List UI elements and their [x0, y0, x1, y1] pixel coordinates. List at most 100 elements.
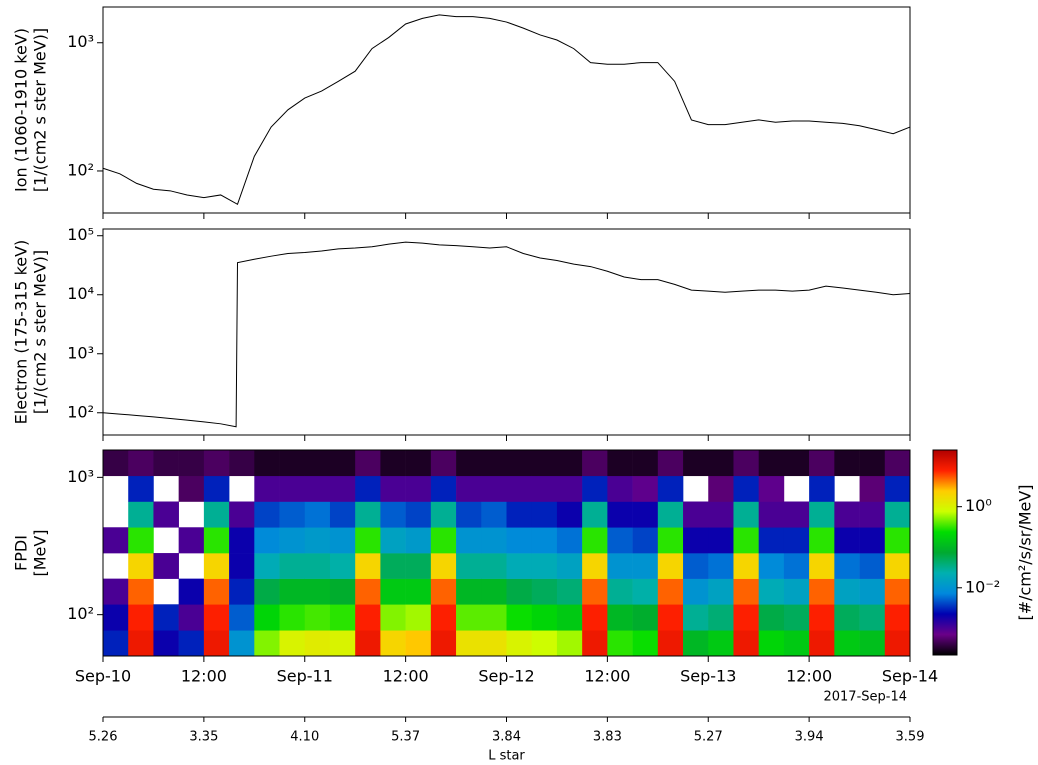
heatmap-cell	[506, 630, 533, 657]
heatmap-cell	[430, 630, 457, 657]
heatmap-cell	[279, 527, 306, 554]
y-axis-label: Ion (1060-1910 keV)	[12, 28, 31, 192]
heatmap-cell	[582, 501, 608, 528]
heatmap-cell	[683, 630, 709, 657]
heatmap-cell	[607, 630, 633, 657]
heatmap-cell	[859, 501, 886, 528]
heatmap-cell	[178, 527, 205, 554]
heatmap-cell	[531, 501, 558, 528]
heatmap-cell	[758, 450, 785, 477]
heatmap-cell	[481, 475, 507, 502]
heatmap-cell	[304, 578, 331, 605]
heatmap-cell	[254, 630, 280, 657]
heatmap-cell	[632, 475, 659, 502]
heatmap-cell	[758, 630, 785, 657]
heatmap-cell	[758, 604, 785, 631]
heatmap-cell	[405, 604, 432, 631]
heatmap-cell	[657, 450, 684, 477]
heatmap-cell	[809, 501, 835, 528]
y-tick-label: 10²	[67, 604, 94, 623]
heatmap-cell	[456, 578, 482, 605]
heatmap-cell	[708, 604, 734, 631]
heatmap-cell	[329, 450, 356, 477]
heatmap-cell	[582, 630, 608, 657]
heatmap-cell	[203, 475, 230, 502]
heatmap-cell	[809, 604, 835, 631]
heatmap-cell	[859, 450, 886, 477]
heatmap-cell	[859, 604, 886, 631]
y-axis-label: [1/(cm2 s ster MeV)]	[31, 28, 50, 192]
colorbar	[932, 449, 958, 656]
heatmap-cell	[405, 630, 432, 657]
heatmap-cell	[329, 553, 356, 579]
heatmap-cell	[834, 630, 860, 657]
heatmap-cell	[279, 630, 306, 657]
heatmap-cell	[405, 450, 432, 477]
y-tick-label: 10⁵	[67, 225, 94, 244]
heatmap-cell	[229, 553, 255, 579]
heatmap-cell	[632, 450, 659, 477]
heatmap-cell	[834, 527, 860, 554]
x2-tick-label: 4.10	[290, 730, 319, 745]
heatmap-cell	[405, 501, 432, 528]
heatmap-cell	[229, 501, 255, 528]
heatmap-cell	[430, 553, 457, 579]
heatmap-cell	[103, 604, 129, 631]
heatmap-cell	[203, 578, 230, 605]
heatmap-cell	[506, 450, 533, 477]
heatmap-cell	[456, 475, 482, 502]
heatmap-cell	[329, 527, 356, 554]
heatmap-cell	[329, 630, 356, 657]
heatmap-cell	[355, 450, 381, 477]
heatmap-cell	[355, 578, 381, 605]
heatmap-cell	[304, 553, 331, 579]
heatmap-cell	[683, 553, 709, 579]
heatmap-cell	[481, 630, 507, 657]
heatmap-cell	[456, 527, 482, 554]
heatmap-cell	[304, 527, 331, 554]
y-tick-label: 10²	[67, 402, 94, 421]
heatmap-cell	[531, 527, 558, 554]
heatmap-cell	[304, 450, 331, 477]
heatmap-cell	[203, 630, 230, 657]
heatmap-cell	[733, 527, 759, 554]
heatmap-cell	[733, 501, 759, 528]
heatmap-cell	[178, 450, 205, 477]
heatmap-cell	[103, 527, 129, 554]
heatmap-cell	[103, 578, 129, 605]
heatmap-cell	[279, 578, 306, 605]
heatmap-cell	[380, 450, 406, 477]
heatmap-cell	[128, 450, 154, 477]
x2-tick-label: 3.83	[593, 730, 622, 745]
heatmap-cell	[355, 501, 381, 528]
heatmap-cell	[481, 450, 507, 477]
heatmap-cell	[506, 501, 533, 528]
x2-tick-label: 5.27	[694, 730, 723, 745]
heatmap-cell	[531, 630, 558, 657]
heatmap-cell	[733, 604, 759, 631]
heatmap-cell	[203, 553, 230, 579]
heatmap-cell	[279, 475, 306, 502]
heatmap-cell	[683, 578, 709, 605]
x-tick-label: Sep-14	[882, 667, 938, 686]
heatmap-cell	[708, 450, 734, 477]
heatmap-cell	[556, 553, 583, 579]
heatmap-cell	[355, 604, 381, 631]
heatmap-cell	[607, 527, 633, 554]
heatmap-cell	[103, 630, 129, 657]
heatmap-cell	[531, 578, 558, 605]
heatmap-cell	[607, 475, 633, 502]
x2-tick-label: 3.35	[189, 730, 218, 745]
heatmap-cell	[430, 475, 457, 502]
heatmap-cell	[103, 450, 129, 477]
x-tick-label: Sep-11	[277, 667, 333, 686]
y-tick-label: 10³	[67, 32, 94, 51]
heatmap-cell	[783, 527, 810, 554]
heatmap-cell	[405, 578, 432, 605]
colorbar-tick-label: 10⁻²	[965, 577, 1000, 596]
heatmap-cell	[556, 501, 583, 528]
heatmap-cell	[178, 578, 205, 605]
heatmap-cell	[178, 475, 205, 502]
heatmap-cell	[329, 604, 356, 631]
heatmap-cell	[783, 450, 810, 477]
